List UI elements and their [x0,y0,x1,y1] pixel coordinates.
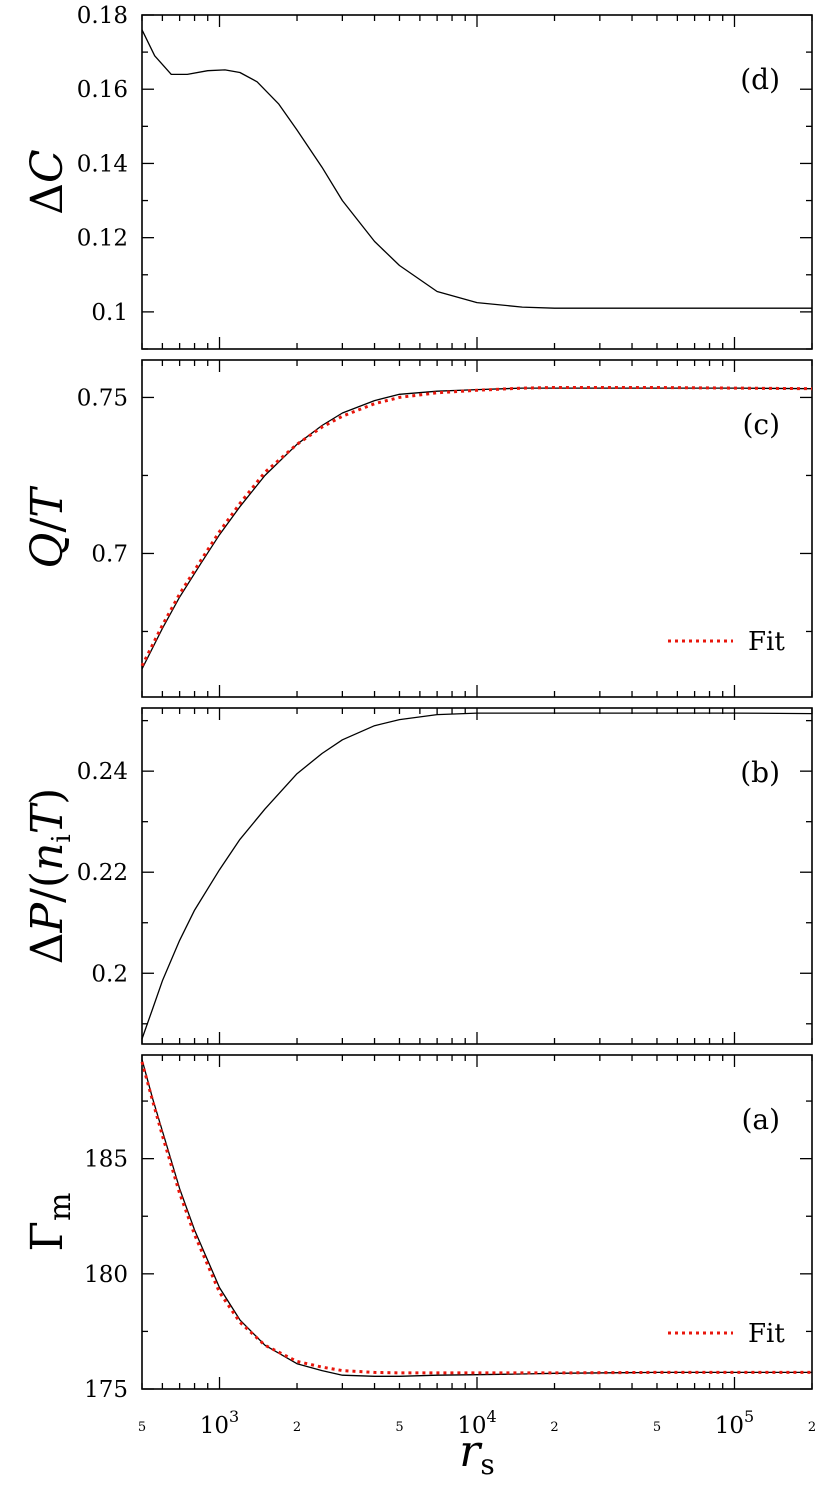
y-tick-label: 175 [84,1377,128,1403]
y-tick-label: 180 [84,1262,128,1288]
panel-frame [141,359,813,698]
y-tick-label: 0.24 [77,759,128,785]
y-tick-label: 0.1 [91,300,128,326]
legend-label: Fit [748,1319,785,1349]
panel-tag: (c) [742,408,780,441]
y-tick-label: 0.14 [77,151,128,177]
y-tick-label: 185 [84,1147,128,1173]
panel-frame [141,707,813,1045]
panel-tag: (d) [740,63,780,96]
x-tick-label: 105 [715,1407,754,1439]
x-minor-tick-label: 5 [395,1420,403,1435]
x-minor-tick-label: 2 [550,1420,558,1435]
y-tick-label: 0.22 [77,860,128,886]
x-tick-label: 103 [200,1407,239,1439]
panel-frame [141,14,813,350]
panel-tag: (b) [740,756,780,789]
legend-label: Fit [748,627,785,657]
data-line [141,29,812,309]
y-tick-label: 0.18 [77,3,128,29]
panel-tag: (a) [741,1103,780,1136]
fit-line [140,1061,812,1375]
x-minor-tick-label: 2 [293,1420,301,1435]
x-minor-tick-label: 5 [138,1420,146,1435]
data-line [141,712,813,1040]
y-axis-label: ΔP/(niT) [22,788,77,965]
panel-a: 175 180 185 (a) Fit Γm 103 104 105 5 2 5 2 5 2 rs [22,1054,816,1481]
data-line [141,387,813,670]
x-tick-label: 104 [457,1407,496,1439]
y-tick-label: 0.12 [77,226,128,252]
fit-line [140,386,813,667]
y-tick-label: 0.16 [77,77,128,103]
panel-d: 0.1 0.12 0.14 0.16 0.18 (d) ΔC [22,3,813,350]
panel-c: 0.7 0.75 (c) Fit Q/T [22,359,813,698]
y-axis-label: Q/T [22,485,73,569]
y-tick-label: 0.75 [77,385,128,411]
x-minor-tick-label: 2 [808,1420,816,1435]
y-axis-label: ΔC [22,149,73,214]
x-axis-label: rs [459,1426,494,1481]
data-line [141,1059,812,1377]
y-axis-label: Γm [22,1193,78,1252]
panel-b: 0.2 0.22 0.24 (b) ΔP/(niT) [22,707,813,1045]
x-minor-tick-label: 5 [653,1420,661,1435]
y-tick-label: 0.2 [91,961,128,987]
panel-frame [141,1054,813,1390]
y-tick-label: 0.7 [91,541,128,567]
